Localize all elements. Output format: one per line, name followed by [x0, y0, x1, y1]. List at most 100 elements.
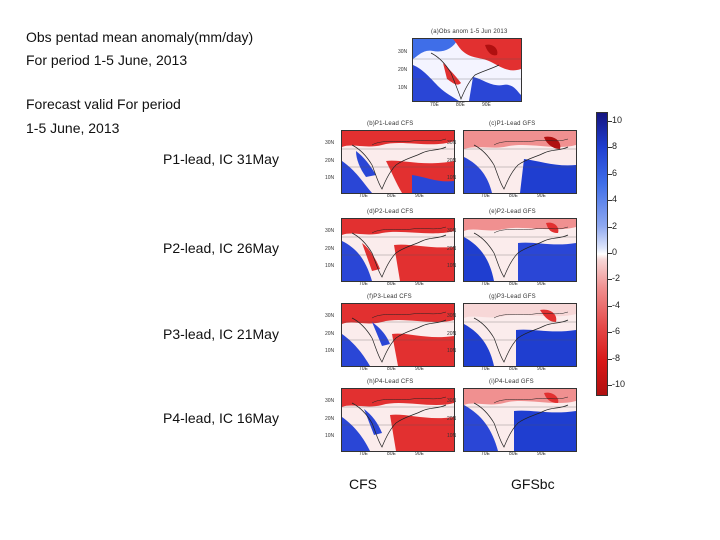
lat-label: 30N [325, 228, 335, 234]
lon-label: 70E [481, 451, 490, 457]
lead-label-p2: P2-lead, IC 26May [163, 240, 279, 256]
lead-label-p1: P1-lead, IC 31May [163, 151, 279, 167]
obs-lon-80e: 80E [456, 102, 465, 108]
colorbar-tick [608, 200, 612, 202]
colorbar-tick [608, 121, 612, 122]
forecast-panel-title: (b)P1-Lead CFS [367, 121, 414, 127]
colorbar-tick [608, 358, 612, 360]
lat-label: 20N [325, 158, 335, 164]
lat-label: 10N [447, 348, 457, 354]
column-label-cfs: CFS [349, 476, 377, 492]
colorbar-tick [608, 279, 612, 281]
obs-map-panel: (a)Obs anom 1-5 Jun 2013 30N 20N 10N 70E… [395, 29, 525, 109]
lat-label: 10N [325, 433, 335, 439]
lat-label: 30N [447, 228, 457, 234]
forecast-panel-title: (e)P2-Lead GFS [489, 209, 536, 215]
lat-label: 10N [325, 263, 335, 269]
lon-label: 80E [509, 366, 518, 372]
lat-label: 30N [325, 140, 335, 146]
obs-lon-70e: 70E [430, 102, 439, 108]
colorbar-tick [608, 173, 612, 175]
lon-label: 90E [415, 281, 424, 287]
lon-label: 70E [359, 366, 368, 372]
lon-label: 70E [359, 281, 368, 287]
forecast-map-panel: (e)P2-Lead GFS 30N 20N 10N 70E 80E 90E [447, 208, 577, 288]
obs-anomaly-field [413, 39, 521, 101]
lat-label: 20N [447, 246, 457, 252]
forecast-panel-title: (d)P2-Lead CFS [367, 209, 414, 215]
lat-label: 30N [447, 140, 457, 146]
colorbar-label: -4 [612, 299, 621, 310]
lead-label-p4: P4-lead, IC 16May [163, 410, 279, 426]
lon-label: 70E [481, 366, 490, 372]
lon-label: 90E [537, 451, 546, 457]
lead-label-p3: P3-lead, IC 21May [163, 326, 279, 342]
colorbar [596, 112, 608, 396]
obs-panel-title: (a)Obs anom 1-5 Jun 2013 [431, 29, 508, 35]
obs-lat-30n: 30N [398, 49, 408, 55]
forecast-panel-title: (i)P4-Lead GFS [489, 379, 534, 385]
forecast-map-panel: (f)P3-Lead CFS 30N 20N 10N 70E 80E 90E [325, 293, 455, 373]
lon-label: 90E [537, 366, 546, 372]
lon-label: 80E [387, 281, 396, 287]
anomaly-map [341, 130, 455, 194]
forecast-panel-title: (f)P3-Lead CFS [367, 294, 412, 300]
colorbar-label: 0 [612, 247, 618, 257]
lon-label: 90E [415, 193, 424, 199]
obs-title-line1: Obs pentad mean anomaly(mm/day) [26, 29, 254, 45]
forecast-panel-title: (h)P4-Lead CFS [367, 379, 414, 385]
lon-label: 80E [509, 451, 518, 457]
obs-lat-10n: 10N [398, 85, 408, 91]
colorbar-tick [608, 332, 612, 334]
lat-label: 30N [325, 313, 335, 319]
lat-label: 10N [325, 175, 335, 181]
anomaly-map [341, 218, 455, 282]
colorbar-label: 8 [612, 141, 618, 152]
obs-lon-90e: 90E [482, 102, 491, 108]
forecast-panel-title: (c)P1-Lead GFS [489, 121, 536, 127]
colorbar-label: -10 [612, 379, 626, 389]
colorbar-label: 2 [612, 220, 618, 231]
lon-label: 90E [537, 193, 546, 199]
lat-label: 30N [325, 398, 335, 404]
column-label-gfsbc: GFSbc [511, 476, 555, 492]
forecast-map-panel: (b)P1-Lead CFS 30N 20N 10N 70E 80E 90E [325, 120, 455, 200]
colorbar-tick [608, 147, 612, 149]
obs-lat-20n: 20N [398, 67, 408, 73]
obs-title-line2: For period 1-5 June, 2013 [26, 52, 188, 68]
forecast-map-panel: (d)P2-Lead CFS 30N 20N 10N 70E 80E 90E [325, 208, 455, 288]
lat-label: 10N [325, 348, 335, 354]
lat-label: 20N [447, 416, 457, 422]
obs-anomaly-map [412, 38, 522, 102]
lat-label: 20N [325, 416, 335, 422]
forecast-panel-title: (g)P3-Lead GFS [489, 294, 536, 300]
lat-label: 30N [447, 313, 457, 319]
lon-label: 80E [509, 193, 518, 199]
lon-label: 70E [481, 281, 490, 287]
lat-label: 10N [447, 433, 457, 439]
colorbar-tick [608, 385, 612, 386]
colorbar-label: 4 [612, 194, 618, 205]
lon-label: 70E [359, 193, 368, 199]
lat-label: 20N [325, 246, 335, 252]
colorbar-label: -8 [612, 352, 621, 363]
lon-label: 90E [415, 451, 424, 457]
lat-label: 30N [447, 398, 457, 404]
lon-label: 90E [537, 281, 546, 287]
anomaly-map [463, 130, 577, 194]
colorbar-label: -2 [612, 273, 621, 284]
lon-label: 80E [387, 193, 396, 199]
lat-label: 20N [325, 331, 335, 337]
forecast-map-panel: (i)P4-Lead GFS 30N 20N 10N 70E 80E 90E [447, 378, 577, 458]
lat-label: 10N [447, 175, 457, 181]
lon-label: 80E [387, 366, 396, 372]
forecast-map-panel: (h)P4-Lead CFS 30N 20N 10N 70E 80E 90E [325, 378, 455, 458]
lon-label: 70E [359, 451, 368, 457]
colorbar-tick [608, 226, 612, 228]
forecast-map-panel: (c)P1-Lead GFS 30N 20N 10N 70E 80E 90E [447, 120, 577, 200]
lon-label: 70E [481, 193, 490, 199]
lon-label: 90E [415, 366, 424, 372]
lat-label: 20N [447, 158, 457, 164]
lon-label: 80E [387, 451, 396, 457]
anomaly-map [341, 388, 455, 452]
